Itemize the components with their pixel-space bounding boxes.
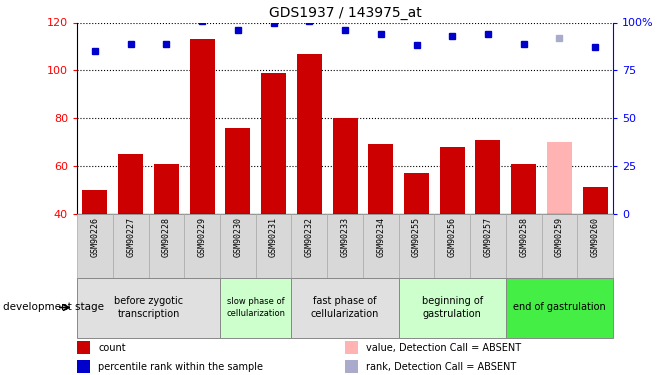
Text: GSM90255: GSM90255 bbox=[412, 217, 421, 257]
Text: slow phase of
cellularization: slow phase of cellularization bbox=[226, 297, 285, 318]
Bar bbox=[113, 214, 149, 278]
Text: GSM90226: GSM90226 bbox=[90, 217, 99, 257]
Bar bbox=[77, 341, 90, 354]
Bar bbox=[440, 147, 465, 214]
Text: GSM90227: GSM90227 bbox=[126, 217, 135, 257]
Text: value, Detection Call = ABSENT: value, Detection Call = ABSENT bbox=[366, 343, 522, 353]
Text: rank, Detection Call = ABSENT: rank, Detection Call = ABSENT bbox=[366, 362, 517, 372]
Bar bbox=[149, 214, 184, 278]
Bar bbox=[261, 73, 286, 214]
Text: GSM90233: GSM90233 bbox=[340, 217, 350, 257]
Bar bbox=[77, 360, 90, 373]
Text: end of gastrulation: end of gastrulation bbox=[513, 303, 606, 312]
Bar bbox=[404, 173, 429, 214]
Text: development stage: development stage bbox=[3, 303, 105, 312]
Text: before zygotic
transcription: before zygotic transcription bbox=[114, 296, 183, 319]
Bar bbox=[345, 360, 358, 373]
Bar bbox=[506, 278, 613, 338]
Bar bbox=[332, 118, 358, 214]
Text: GSM90260: GSM90260 bbox=[591, 217, 600, 257]
Bar bbox=[363, 214, 399, 278]
Bar bbox=[291, 214, 327, 278]
Title: GDS1937 / 143975_at: GDS1937 / 143975_at bbox=[269, 6, 421, 20]
Bar bbox=[369, 144, 393, 214]
Bar bbox=[327, 214, 363, 278]
Text: count: count bbox=[98, 343, 126, 353]
Text: percentile rank within the sample: percentile rank within the sample bbox=[98, 362, 263, 372]
Bar bbox=[77, 278, 220, 338]
Bar bbox=[82, 190, 107, 214]
Text: GSM90259: GSM90259 bbox=[555, 217, 564, 257]
Bar bbox=[118, 154, 143, 214]
Bar bbox=[511, 164, 536, 214]
Bar bbox=[225, 128, 251, 214]
Bar bbox=[583, 188, 608, 214]
Text: fast phase of
cellularization: fast phase of cellularization bbox=[311, 296, 379, 319]
Bar bbox=[297, 54, 322, 214]
Bar bbox=[476, 140, 500, 214]
Text: GSM90229: GSM90229 bbox=[198, 217, 206, 257]
Text: GSM90231: GSM90231 bbox=[269, 217, 278, 257]
Bar bbox=[77, 214, 113, 278]
Text: GSM90257: GSM90257 bbox=[484, 217, 492, 257]
Text: GSM90256: GSM90256 bbox=[448, 217, 457, 257]
Bar bbox=[345, 341, 358, 354]
Bar bbox=[220, 214, 256, 278]
Bar bbox=[506, 214, 541, 278]
Text: beginning of
gastrulation: beginning of gastrulation bbox=[421, 296, 483, 319]
Text: GSM90230: GSM90230 bbox=[233, 217, 243, 257]
Bar bbox=[578, 214, 613, 278]
Text: GSM90258: GSM90258 bbox=[519, 217, 528, 257]
Bar bbox=[220, 278, 291, 338]
Bar bbox=[184, 214, 220, 278]
Bar bbox=[291, 278, 399, 338]
Bar bbox=[399, 278, 506, 338]
Bar bbox=[256, 214, 291, 278]
Bar bbox=[154, 164, 179, 214]
Bar bbox=[470, 214, 506, 278]
Bar bbox=[541, 214, 578, 278]
Bar bbox=[547, 142, 572, 214]
Text: GSM90234: GSM90234 bbox=[377, 217, 385, 257]
Bar bbox=[434, 214, 470, 278]
Bar bbox=[399, 214, 434, 278]
Text: GSM90232: GSM90232 bbox=[305, 217, 314, 257]
Bar bbox=[190, 39, 214, 214]
Text: GSM90228: GSM90228 bbox=[162, 217, 171, 257]
